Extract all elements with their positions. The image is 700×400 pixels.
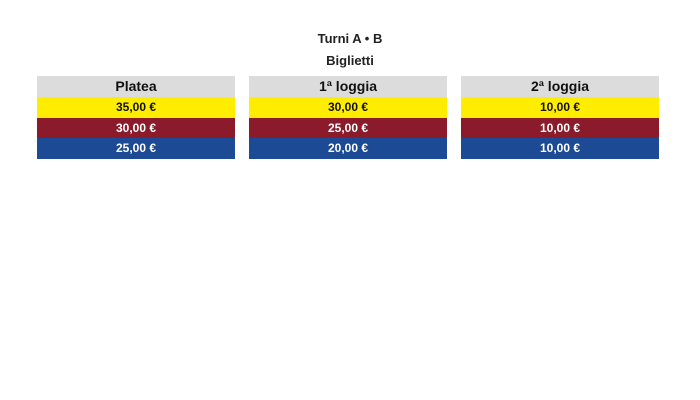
price-table-1a-loggia: 1ª loggia 30,00 € 25,00 € 20,00 € [249, 76, 447, 159]
price-table-2a-loggia: 2ª loggia 10,00 € 10,00 € 10,00 € [461, 76, 659, 159]
price-table-platea: Platea 35,00 € 30,00 € 25,00 € [37, 76, 235, 159]
price-cell: 30,00 € [37, 117, 235, 138]
price-cell: 20,00 € [249, 138, 447, 159]
biglietti-heading: Biglietti [326, 53, 374, 68]
turni-heading: Turni A • B [317, 31, 383, 46]
price-cell: 10,00 € [461, 117, 659, 138]
column-header-1a-loggia: 1ª loggia [249, 76, 447, 97]
price-cell: 30,00 € [249, 97, 447, 118]
price-cell: 25,00 € [249, 117, 447, 138]
column-header-platea: Platea [37, 76, 235, 97]
price-cell: 10,00 € [461, 138, 659, 159]
price-cell: 10,00 € [461, 97, 659, 118]
price-cell: 25,00 € [37, 138, 235, 159]
price-cell: 35,00 € [37, 97, 235, 118]
column-header-2a-loggia: 2ª loggia [461, 76, 659, 97]
